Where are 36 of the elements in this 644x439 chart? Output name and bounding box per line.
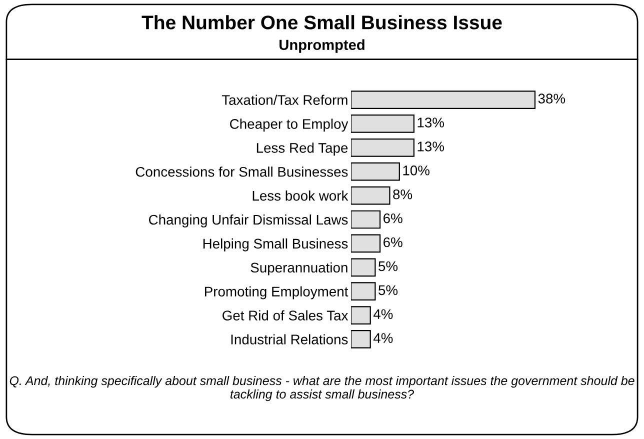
y-tick-label: Promoting Employment (205, 286, 348, 300)
y-tick-label: Helping Small Business (203, 238, 348, 252)
y-tick-label: Superannuation (250, 262, 348, 276)
data-label: 4% (373, 309, 393, 319)
bar (350, 306, 371, 324)
bar (350, 162, 400, 181)
bar (350, 138, 414, 157)
bar (350, 330, 371, 348)
bar (350, 210, 381, 229)
y-tick-label: Get Rid of Sales Tax (222, 310, 348, 320)
bar (350, 234, 381, 253)
y-tick-label: Changing Unfair Dismissal Laws (148, 214, 348, 228)
text: Q. And, thinking specifically about small business - what are the most important issues the government should be tackling to assist small business? (10, 376, 634, 402)
data-label: 8% (393, 189, 412, 200)
y-tick-label: Industrial Relations (231, 334, 348, 344)
chart-subtitle: Unprompted (280, 39, 364, 53)
data-label: 13% (418, 118, 444, 128)
data-label: 5% (378, 261, 398, 272)
data-label: 4% (373, 333, 393, 343)
data-label: 6% (384, 237, 402, 248)
bar (350, 90, 536, 109)
bar (350, 282, 376, 301)
data-label: 13% (418, 142, 444, 152)
y-tick-label: Concessions for Small Businesses (136, 166, 348, 177)
data-label: 10% (403, 166, 430, 176)
y-tick-label: Taxation/Tax Reform (222, 94, 348, 105)
data-label: 6% (384, 213, 402, 224)
data-label: 5% (378, 285, 398, 296)
data-label: 38% (538, 94, 566, 104)
bar (350, 258, 376, 277)
bar (350, 186, 390, 205)
chart-title: The Number One Small Business Issue (142, 15, 502, 30)
y-tick-label: Less book work (252, 190, 348, 201)
bar (350, 114, 414, 133)
y-tick-label: Cheaper to Employ (230, 118, 348, 132)
y-tick-label: Less Red Tape (256, 142, 348, 156)
